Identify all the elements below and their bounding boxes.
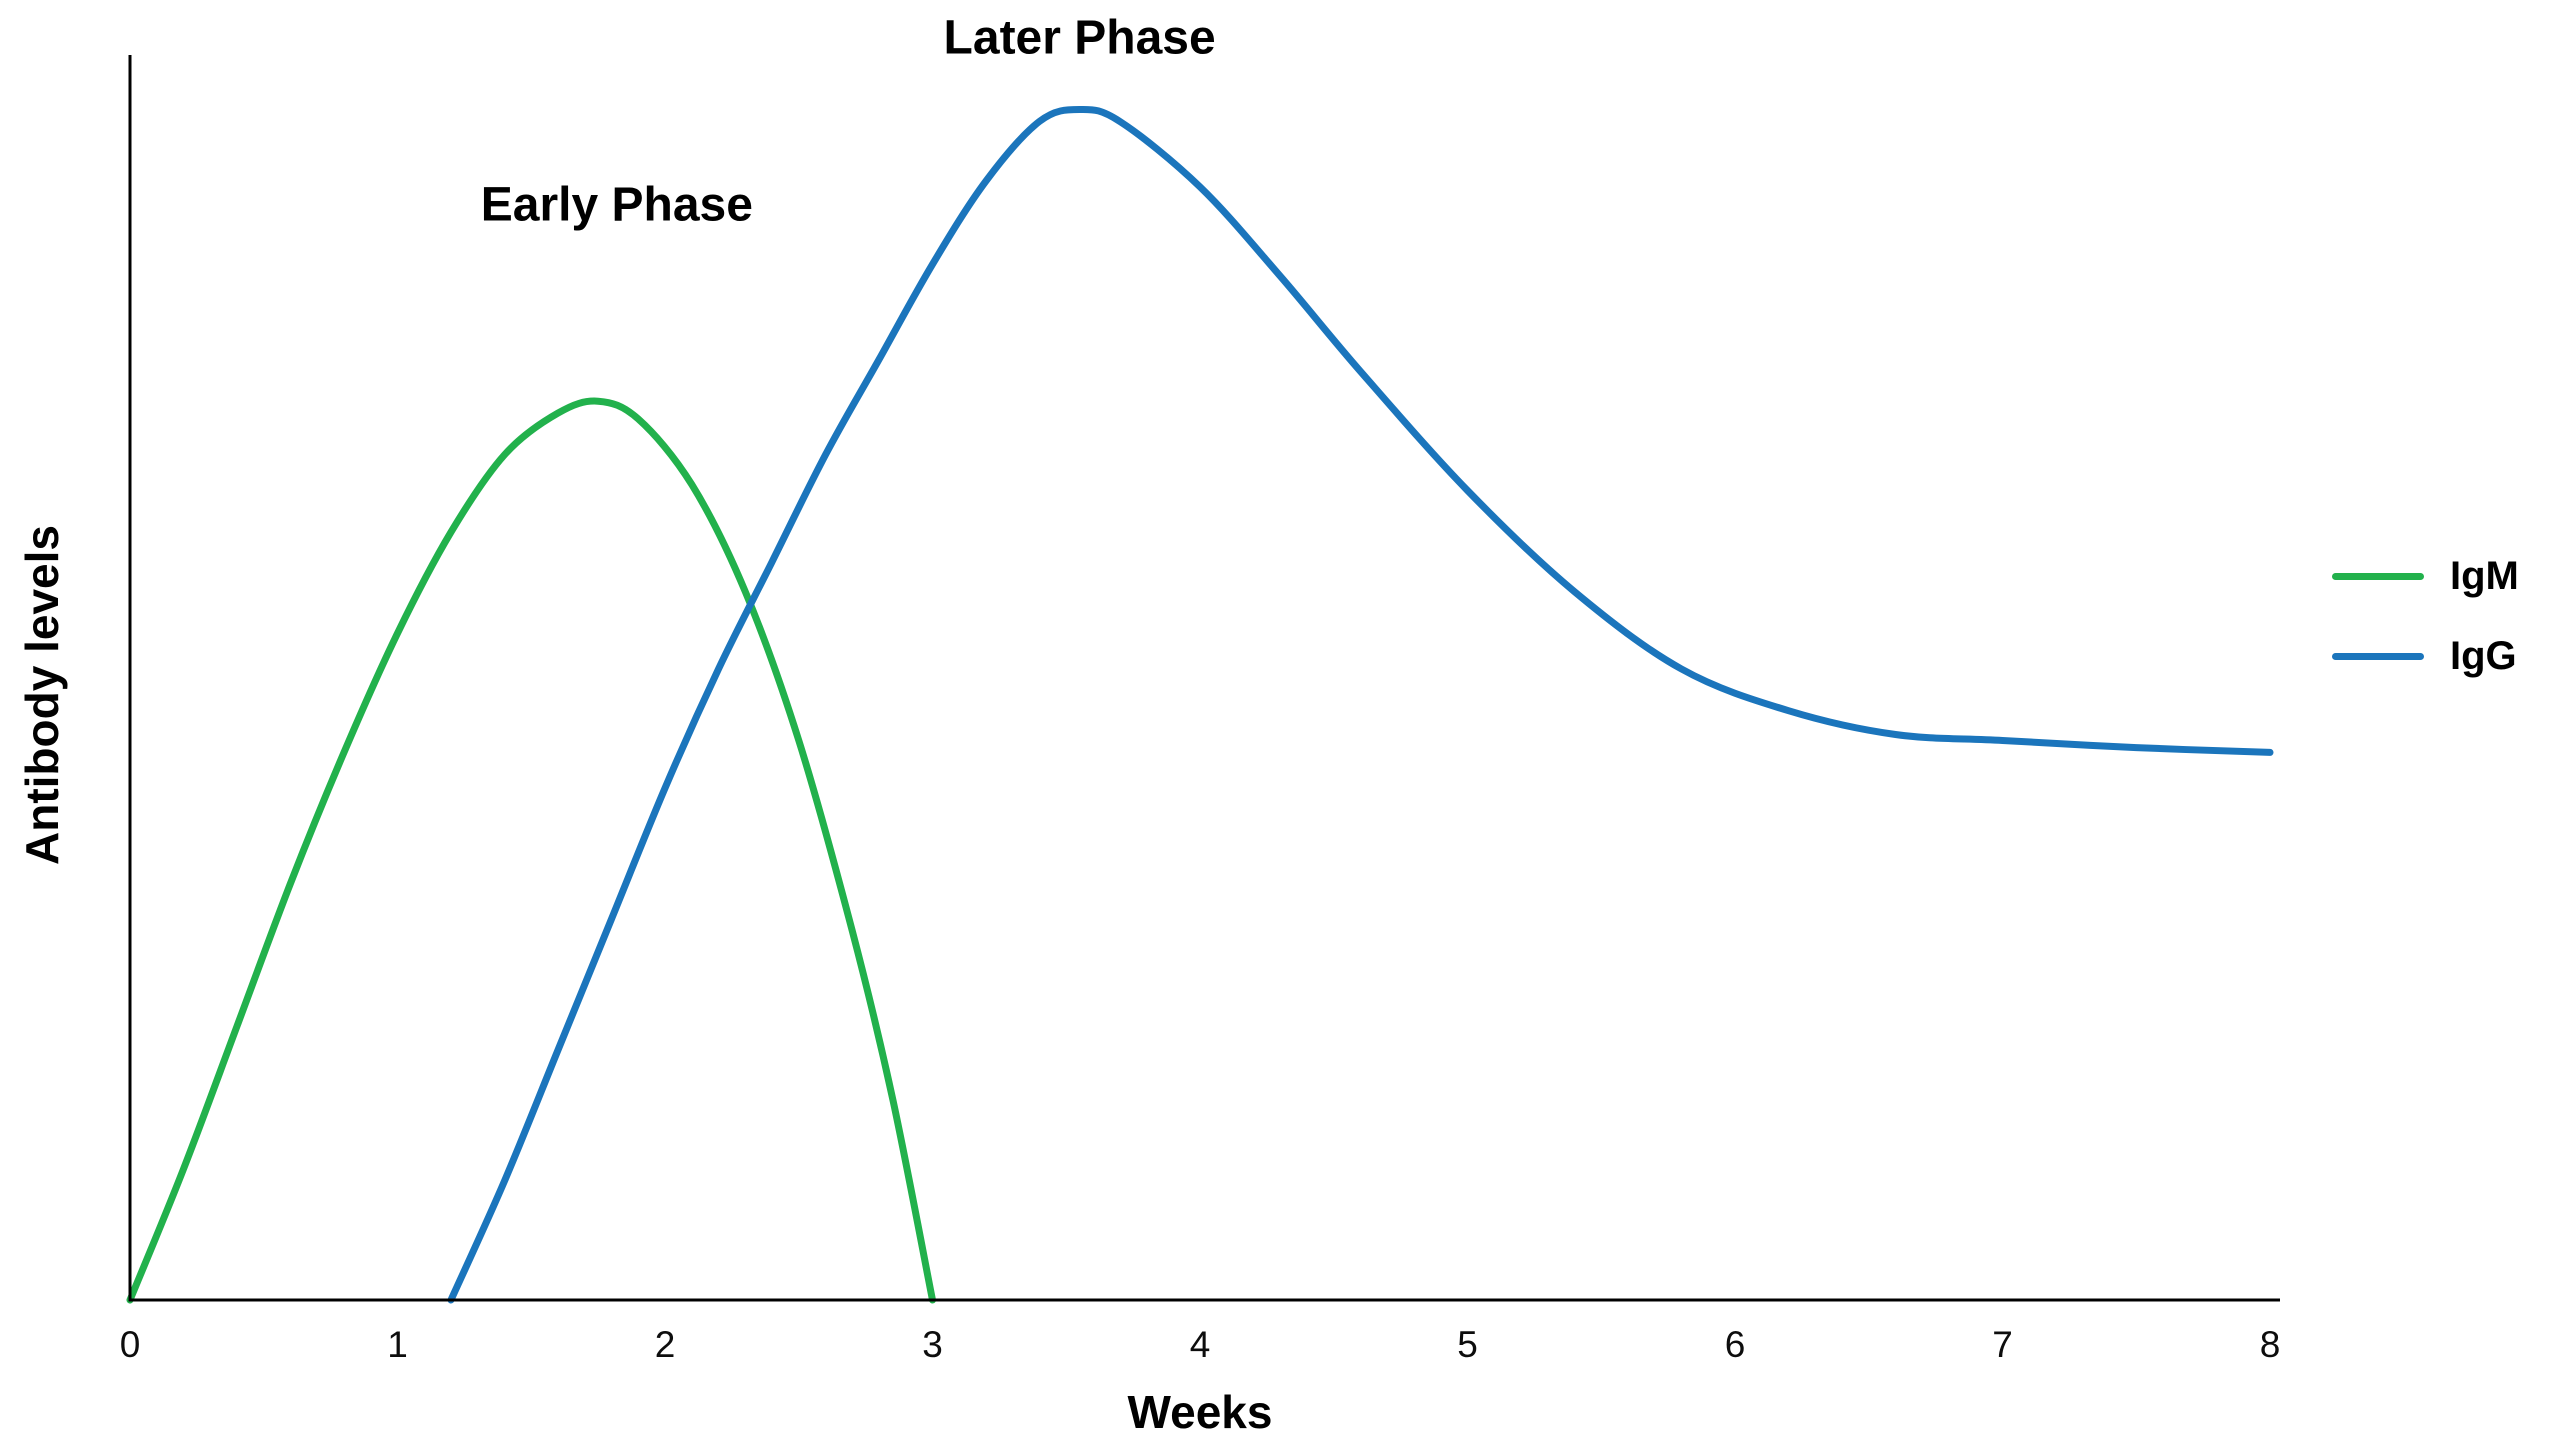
x-tick-label-6: 6	[1724, 1324, 1746, 1365]
igg-line-swatch	[2332, 652, 2424, 660]
legend-item-igm: IgM	[2332, 548, 2519, 604]
early-phase-annotation: Early Phase	[480, 178, 753, 232]
x-tick-label-0: 0	[119, 1324, 141, 1365]
igg-curve	[447, 105, 2274, 1304]
igm-legend-label: IgM	[2450, 554, 2519, 598]
legend: IgM IgG	[2332, 548, 2519, 684]
later-phase-annotation: Later Phase	[943, 11, 1216, 65]
y-axis-title: Antibody levels	[16, 525, 68, 865]
x-tick-label-7: 7	[1992, 1324, 2013, 1365]
igg-legend-label: IgG	[2450, 634, 2517, 678]
x-axis-title: Weeks	[1127, 1386, 1273, 1438]
x-tick-label-1: 1	[387, 1324, 408, 1365]
x-tick-label-2: 2	[654, 1324, 676, 1365]
legend-item-igg: IgG	[2332, 628, 2519, 684]
series-curves	[126, 105, 2274, 1304]
x-tick-label-5: 5	[1457, 1324, 1478, 1365]
x-tick-label-4: 4	[1189, 1324, 1211, 1365]
igm-curve	[126, 397, 936, 1304]
x-tick-label-8: 8	[2259, 1324, 2281, 1365]
igm-line-swatch	[2332, 572, 2424, 580]
x-tick-label-3: 3	[922, 1324, 943, 1365]
